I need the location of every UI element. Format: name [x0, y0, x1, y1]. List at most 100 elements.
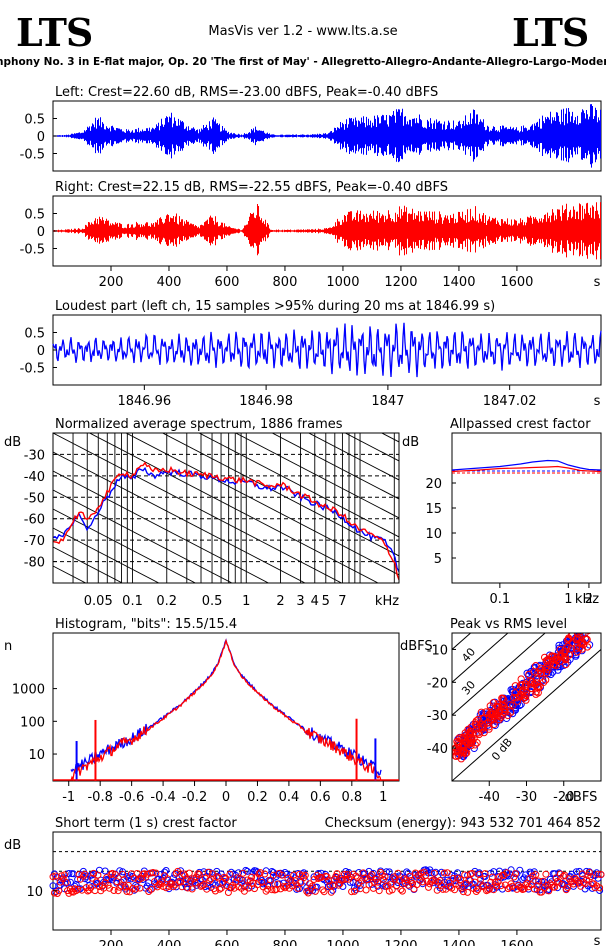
short-term-crest-point-left: [385, 868, 393, 876]
peak-vs-rms-point-left: [584, 625, 590, 631]
short-term-crest-point-right: [506, 883, 514, 891]
short-term-crest-point-right: [301, 871, 309, 879]
short-term-crest-frame: [52, 831, 602, 931]
short-term-crest-point-right: [119, 870, 127, 878]
short-term-crest-point-right: [464, 888, 472, 896]
short-term-crest-point-right: [248, 873, 256, 881]
short-term-crest-point-right: [533, 882, 541, 890]
short-term-crest-point-right: [220, 873, 228, 881]
short-term-crest-point-right: [398, 887, 406, 895]
avg-spectrum-xtick-label: 0.2: [156, 594, 177, 609]
histogram-xtick-label: 0.8: [341, 790, 362, 805]
avg-spectrum-slope-line: [53, 508, 197, 583]
short-term-crest-xtick-label: 600: [215, 939, 240, 946]
short-term-crest-point-right: [359, 869, 367, 877]
lts-logo-left: LTS: [16, 10, 93, 55]
short-term-crest-point-right: [311, 887, 319, 895]
peak-vs-rms-point-right: [457, 734, 466, 742]
short-term-crest-point-right: [520, 885, 528, 893]
avg-spectrum-slope-line: [53, 546, 124, 583]
short-term-crest-point-right: [581, 880, 589, 888]
allpassed-crest-ytick-label: 10: [425, 527, 442, 542]
left-waveform-title: Left: Crest=22.60 dB, RMS=-23.00 dBFS, P…: [55, 85, 438, 100]
peak-vs-rms-point-right: [532, 688, 540, 696]
short-term-crest-point-right: [488, 873, 496, 881]
peak-vs-rms-xtick-label: -20: [553, 790, 574, 805]
peak-vs-rms-point-right: [493, 702, 502, 710]
histogram-xtick-label: -1: [62, 790, 75, 805]
peak-vs-rms-point-right: [510, 693, 518, 702]
peak-vs-rms-point-right: [565, 651, 574, 659]
short-term-crest-point-right: [393, 882, 401, 890]
allpassed-crest-ytick-label: 15: [425, 502, 442, 517]
avg-spectrum-ytick-label: -50: [24, 491, 45, 506]
short-term-crest-xtick-label: 1400: [442, 939, 475, 946]
peak-vs-rms-point-right: [561, 653, 570, 661]
right-waveform-xtick-label: 200: [99, 275, 124, 290]
short-term-crest-point-right: [211, 887, 219, 895]
right-waveform-xtick-label: 800: [273, 275, 298, 290]
histogram-ylabel: n: [4, 639, 12, 654]
short-term-crest-point-right: [365, 881, 373, 889]
short-term-crest-point-right: [559, 872, 567, 880]
avg-spectrum-slope-line: [125, 433, 399, 576]
peak-vs-rms-point-right: [509, 701, 517, 709]
histogram-ytick-label: 100: [20, 715, 45, 730]
short-term-crest-point-left: [52, 888, 60, 895]
short-term-crest-point-right: [278, 871, 286, 879]
avg-spectrum-slope-line: [53, 489, 233, 583]
short-term-crest-xtick-label: 1600: [500, 939, 533, 946]
avg-spectrum-slope-line: [307, 433, 399, 481]
avg-spectrum-slope-line: [53, 680, 399, 860]
short-term-crest-point-left: [580, 875, 588, 883]
peak-vs-rms-point-right: [544, 665, 552, 674]
peak-vs-rms-point-right: [485, 723, 493, 731]
peak-vs-rms-point-right: [511, 682, 520, 690]
histogram-xtick-label: 0.2: [247, 790, 268, 805]
histogram-ytick-label: 1000: [12, 683, 45, 698]
histogram-xtick-label: 1: [379, 790, 387, 805]
peak-vs-rms-point-right: [562, 660, 570, 669]
short-term-crest-point-right: [132, 885, 140, 893]
histogram-series-right: [70, 638, 382, 782]
short-term-crest-point-left: [293, 885, 301, 893]
track-title-text: nphony No. 3 in E-flat major, Op. 20 'Th…: [0, 56, 606, 68]
avg-spectrum-series-right: [53, 461, 399, 581]
short-term-crest-point-right: [152, 869, 160, 877]
allpassed-crest-frame: [451, 432, 602, 584]
short-term-crest-point-right: [535, 877, 543, 885]
short-term-crest-point-right: [517, 884, 525, 892]
right-waveform-ytick-label: -0.5: [20, 243, 45, 258]
short-term-crest-point-right: [394, 869, 402, 877]
right-waveform-xtick-label: 1600: [500, 275, 533, 290]
peak-vs-rms-point-right: [525, 670, 533, 679]
short-term-crest-point-right: [58, 872, 66, 880]
loudest-part-trace: [52, 322, 602, 378]
peak-vs-rms-point-right: [479, 715, 488, 723]
avg-spectrum-slope-line: [234, 433, 399, 519]
peak-vs-rms-point-right: [521, 682, 529, 691]
short-term-crest-xtick-label: 800: [273, 939, 298, 946]
avg-spectrum-slope-line: [53, 470, 270, 583]
app-title: MasVis ver 1.2 - www.lts.a.se: [208, 24, 398, 39]
peak-vs-rms-point-right: [506, 701, 514, 709]
peak-vs-rms-point-right: [487, 710, 495, 718]
short-term-crest-point-left: [65, 870, 73, 877]
allpassed-crest-title: Allpassed crest factor: [450, 417, 591, 432]
peak-vs-rms-ytick-label: -30: [427, 709, 448, 724]
short-term-crest-point-right: [472, 888, 480, 895]
short-term-crest-point-right: [335, 881, 343, 889]
histogram-ytick-label: 10: [28, 748, 45, 763]
short-term-crest-point-right: [177, 878, 185, 886]
peak-vs-rms-point-right: [517, 675, 525, 683]
allpassed-crest-ytick-label: 5: [434, 552, 442, 567]
short-term-crest-point-left: [74, 875, 82, 883]
right-waveform-ytick-label: 0.5: [24, 208, 45, 223]
avg-spectrum-ytick-label: -40: [24, 470, 45, 485]
avg-spectrum-slope-line: [53, 527, 160, 583]
short-term-crest-point-right: [79, 872, 87, 880]
short-term-crest-point-left: [454, 869, 461, 877]
avg-spectrum-xtick-label: 0.5: [202, 594, 223, 609]
avg-spectrum-slope-line: [53, 623, 399, 803]
